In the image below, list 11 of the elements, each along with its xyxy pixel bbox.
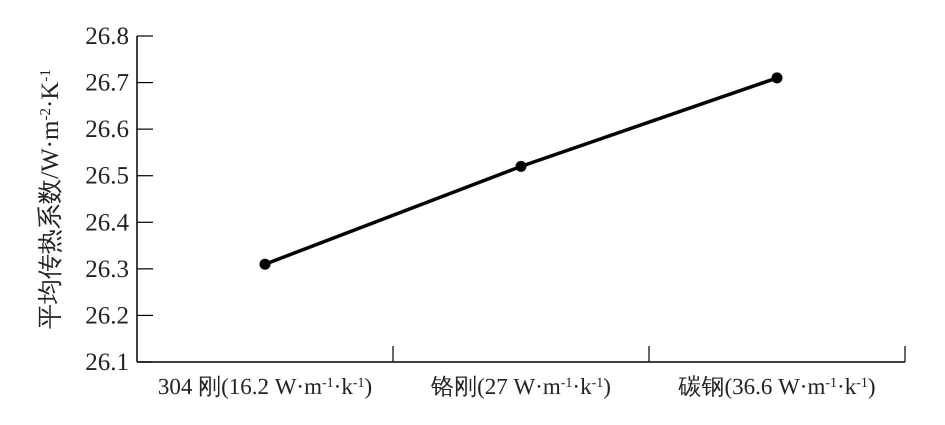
y-tick-label: 26.4 (85, 209, 130, 236)
y-tick-label: 26.3 (85, 256, 129, 283)
y-tick-label: 26.1 (85, 349, 129, 376)
x-tick-label: 碳钢(36.6 W·m$^{-1}$·k$^{-1}$) (677, 374, 876, 399)
y-tick-label: 26.8 (85, 23, 129, 50)
x-tick-label: 304 刚(16.2 W·m$^{-1}$·k$^{-1}$) (158, 374, 372, 399)
y-tick-label: 26.7 (85, 70, 129, 97)
y-tick-label: 26.5 (85, 162, 129, 190)
y-tick-label: 26.2 (85, 302, 129, 330)
y-tick-label: 26.6 (85, 116, 129, 144)
x-tick-label: 铬刚(27 W·m$^{-1}$·k$^{-1}$) (430, 374, 611, 399)
